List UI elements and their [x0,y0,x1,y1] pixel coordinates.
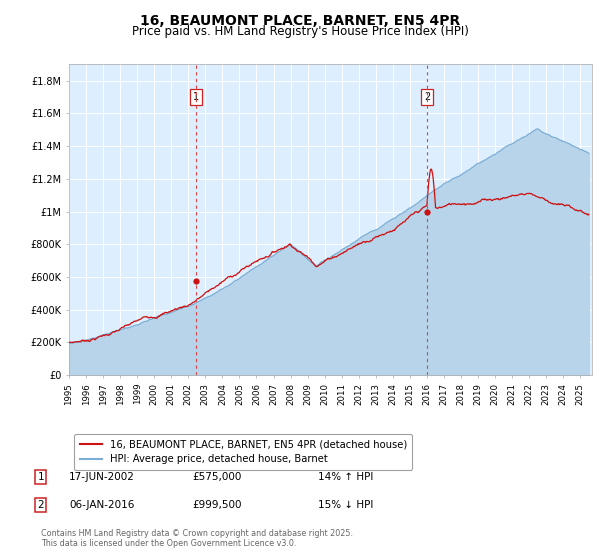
Text: 16, BEAUMONT PLACE, BARNET, EN5 4PR: 16, BEAUMONT PLACE, BARNET, EN5 4PR [140,14,460,28]
Text: 1: 1 [37,472,44,482]
Text: £999,500: £999,500 [192,500,241,510]
Text: 15% ↓ HPI: 15% ↓ HPI [318,500,373,510]
Legend: 16, BEAUMONT PLACE, BARNET, EN5 4PR (detached house), HPI: Average price, detach: 16, BEAUMONT PLACE, BARNET, EN5 4PR (det… [74,434,412,470]
Text: 06-JAN-2016: 06-JAN-2016 [69,500,134,510]
Text: 17-JUN-2002: 17-JUN-2002 [69,472,135,482]
Text: 2: 2 [424,92,430,102]
Text: Price paid vs. HM Land Registry's House Price Index (HPI): Price paid vs. HM Land Registry's House … [131,25,469,38]
Text: 14% ↑ HPI: 14% ↑ HPI [318,472,373,482]
Text: Contains HM Land Registry data © Crown copyright and database right 2025.
This d: Contains HM Land Registry data © Crown c… [41,529,353,548]
Text: £575,000: £575,000 [192,472,241,482]
Text: 2: 2 [37,500,44,510]
Text: 1: 1 [193,92,199,102]
